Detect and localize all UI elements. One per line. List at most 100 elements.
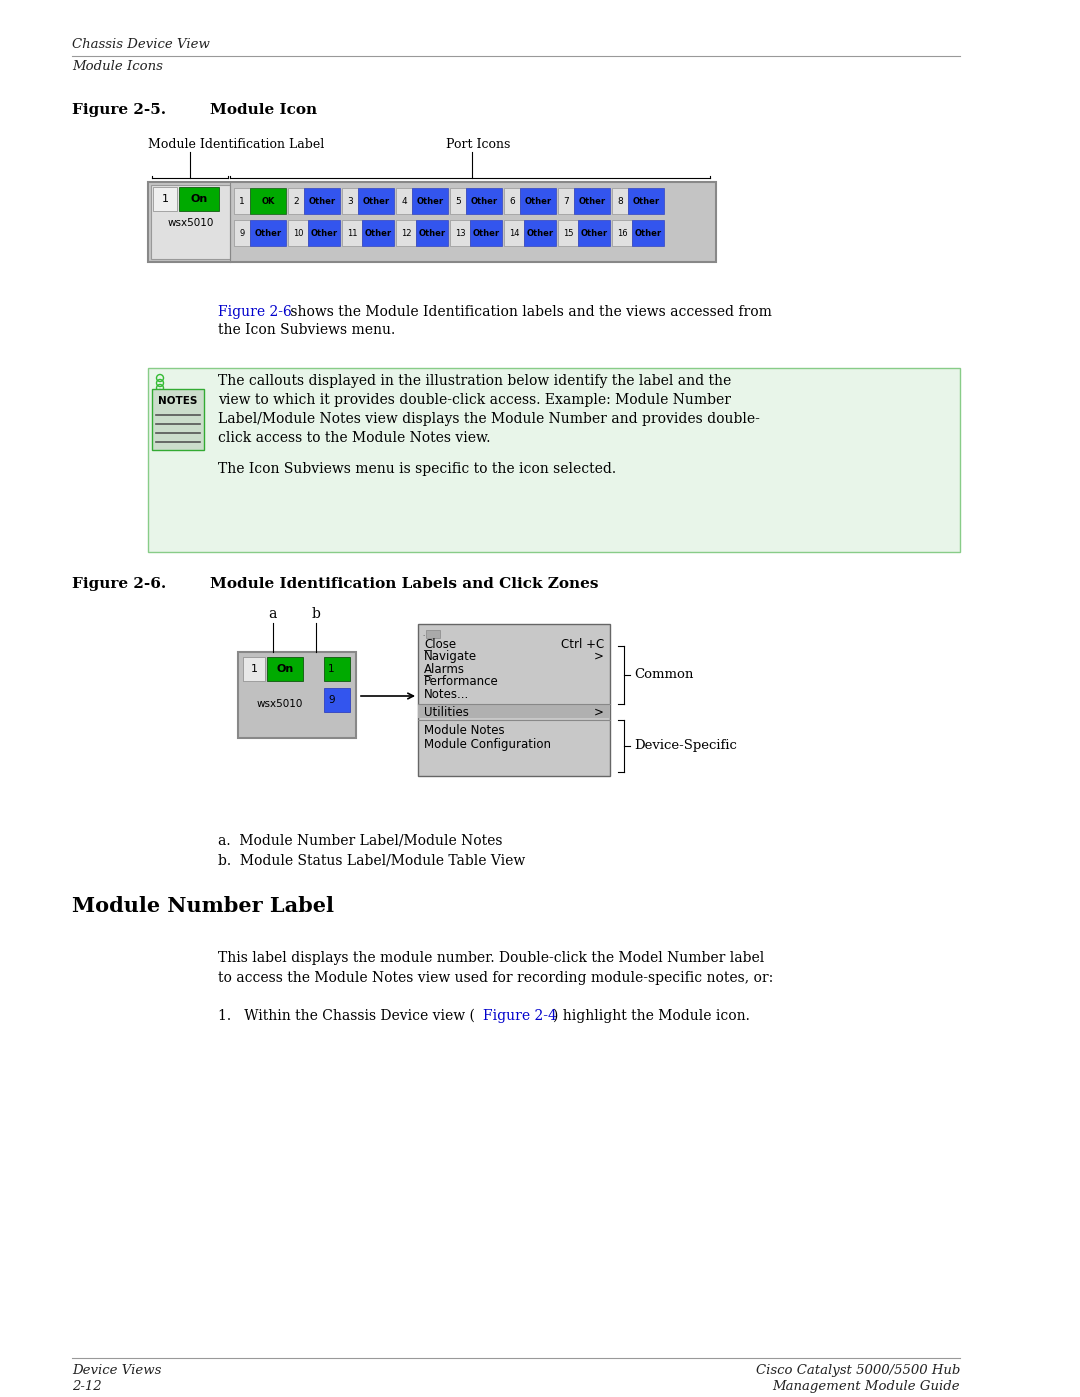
Text: Figure 2-6.: Figure 2-6. xyxy=(72,577,166,591)
FancyBboxPatch shape xyxy=(152,388,204,450)
Text: b.  Module Status Label/Module Table View: b. Module Status Label/Module Table View xyxy=(218,854,525,868)
Text: .: . xyxy=(422,631,424,637)
FancyBboxPatch shape xyxy=(179,187,219,211)
FancyBboxPatch shape xyxy=(267,657,303,680)
Text: The callouts displayed in the illustration below identify the label and the: The callouts displayed in the illustrati… xyxy=(218,374,731,388)
Text: view to which it provides double-click access. Example: Module Number: view to which it provides double-click a… xyxy=(218,393,731,407)
Text: Management Module Guide: Management Module Guide xyxy=(772,1380,960,1393)
FancyBboxPatch shape xyxy=(288,189,303,214)
Text: Cisco Catalyst 5000/5500 Hub: Cisco Catalyst 5000/5500 Hub xyxy=(756,1363,960,1377)
FancyBboxPatch shape xyxy=(243,657,265,680)
Text: a: a xyxy=(268,608,276,622)
Text: Other: Other xyxy=(633,197,660,205)
Text: shows the Module Identification labels and the views accessed from: shows the Module Identification labels a… xyxy=(286,305,772,319)
FancyBboxPatch shape xyxy=(612,189,627,214)
Text: Other: Other xyxy=(580,229,608,237)
Text: 4: 4 xyxy=(401,197,407,205)
Text: wsx5010: wsx5010 xyxy=(167,218,214,228)
Text: 3: 3 xyxy=(347,197,353,205)
Text: Port Icons: Port Icons xyxy=(446,138,511,151)
Text: Other: Other xyxy=(471,197,498,205)
Text: Other: Other xyxy=(364,229,392,237)
FancyBboxPatch shape xyxy=(234,189,249,214)
Text: 6: 6 xyxy=(509,197,515,205)
Text: OK: OK xyxy=(261,197,274,205)
Text: Navigate: Navigate xyxy=(424,650,477,664)
FancyBboxPatch shape xyxy=(504,219,524,246)
FancyBboxPatch shape xyxy=(148,182,716,263)
Text: click access to the Module Notes view.: click access to the Module Notes view. xyxy=(218,432,490,446)
Text: b: b xyxy=(312,608,321,622)
Text: Other: Other xyxy=(579,197,606,205)
FancyBboxPatch shape xyxy=(519,189,556,214)
Text: Other: Other xyxy=(525,197,552,205)
Text: 1: 1 xyxy=(251,664,257,673)
Text: Close: Close xyxy=(424,638,456,651)
Text: Chassis Device View: Chassis Device View xyxy=(72,38,210,52)
FancyBboxPatch shape xyxy=(578,219,610,246)
FancyBboxPatch shape xyxy=(324,657,350,680)
FancyBboxPatch shape xyxy=(627,189,664,214)
Text: 1: 1 xyxy=(239,197,245,205)
FancyBboxPatch shape xyxy=(632,219,664,246)
FancyBboxPatch shape xyxy=(151,184,230,258)
Text: Module Notes: Module Notes xyxy=(424,724,504,738)
FancyBboxPatch shape xyxy=(303,189,340,214)
Text: Other: Other xyxy=(526,229,554,237)
Text: Other: Other xyxy=(363,197,390,205)
FancyBboxPatch shape xyxy=(426,630,440,638)
Text: 11: 11 xyxy=(347,229,357,237)
FancyBboxPatch shape xyxy=(558,219,578,246)
FancyBboxPatch shape xyxy=(612,219,632,246)
Text: Module Identification Label: Module Identification Label xyxy=(148,138,324,151)
Text: 16: 16 xyxy=(617,229,627,237)
Text: 13: 13 xyxy=(455,229,465,237)
Text: ) highlight the Module icon.: ) highlight the Module icon. xyxy=(553,1009,750,1023)
FancyBboxPatch shape xyxy=(153,187,177,211)
Text: Performance: Performance xyxy=(424,675,499,687)
FancyBboxPatch shape xyxy=(342,189,357,214)
FancyBboxPatch shape xyxy=(411,189,448,214)
Text: 2-12: 2-12 xyxy=(72,1380,102,1393)
FancyBboxPatch shape xyxy=(249,219,286,246)
Text: On: On xyxy=(190,194,207,204)
FancyBboxPatch shape xyxy=(465,189,502,214)
FancyBboxPatch shape xyxy=(362,219,394,246)
FancyBboxPatch shape xyxy=(558,189,573,214)
Text: 9: 9 xyxy=(240,229,245,237)
FancyBboxPatch shape xyxy=(504,189,519,214)
Text: Other: Other xyxy=(634,229,662,237)
FancyBboxPatch shape xyxy=(396,219,416,246)
FancyBboxPatch shape xyxy=(357,189,394,214)
Text: 1: 1 xyxy=(328,664,335,673)
Text: Module Number Label: Module Number Label xyxy=(72,895,334,916)
Text: Device-Specific: Device-Specific xyxy=(634,739,737,753)
Text: >: > xyxy=(594,705,604,719)
FancyBboxPatch shape xyxy=(418,704,610,718)
FancyBboxPatch shape xyxy=(573,189,610,214)
FancyBboxPatch shape xyxy=(418,624,610,775)
FancyBboxPatch shape xyxy=(148,367,960,552)
Text: 5: 5 xyxy=(455,197,461,205)
Text: >: > xyxy=(594,650,604,664)
Text: Utilities: Utilities xyxy=(424,705,469,719)
Text: Other: Other xyxy=(417,197,444,205)
FancyBboxPatch shape xyxy=(249,189,286,214)
Text: Common: Common xyxy=(634,669,693,682)
FancyBboxPatch shape xyxy=(524,219,556,246)
FancyBboxPatch shape xyxy=(234,219,249,246)
Text: Alarms: Alarms xyxy=(424,664,465,676)
Text: Label/Module Notes view displays the Module Number and provides double-: Label/Module Notes view displays the Mod… xyxy=(218,412,760,426)
FancyBboxPatch shape xyxy=(342,219,362,246)
Text: Other: Other xyxy=(418,229,446,237)
FancyBboxPatch shape xyxy=(450,219,470,246)
Text: to access the Module Notes view used for recording module-specific notes, or:: to access the Module Notes view used for… xyxy=(218,971,773,985)
FancyBboxPatch shape xyxy=(416,219,448,246)
Text: 15: 15 xyxy=(563,229,573,237)
Text: This label displays the module number. Double-click the Model Number label: This label displays the module number. D… xyxy=(218,951,765,965)
FancyBboxPatch shape xyxy=(450,189,465,214)
FancyBboxPatch shape xyxy=(396,189,411,214)
Text: Other: Other xyxy=(309,197,336,205)
FancyBboxPatch shape xyxy=(308,219,340,246)
Text: Module Configuration: Module Configuration xyxy=(424,738,551,752)
